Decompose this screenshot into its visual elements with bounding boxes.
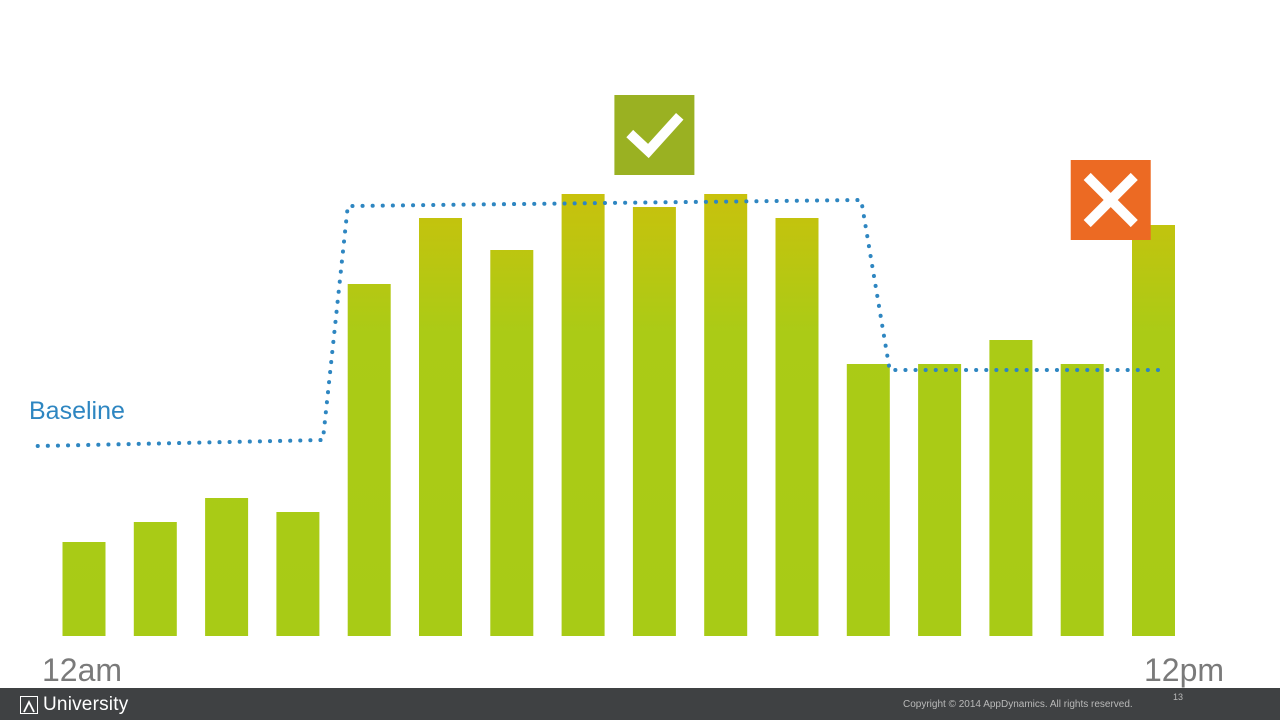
chart-bar <box>419 218 462 636</box>
chart-bar <box>704 194 748 636</box>
chart-bar <box>561 194 605 636</box>
chart-bar <box>1132 225 1175 636</box>
chart-bar <box>846 364 890 636</box>
bar-chart <box>35 95 1175 636</box>
baseline-label: Baseline <box>29 397 125 425</box>
chart-bar <box>133 522 177 636</box>
page-number: 13 <box>1173 692 1184 702</box>
chart-bar <box>632 207 676 636</box>
chart-bar <box>62 542 106 636</box>
chart-bar <box>490 250 534 636</box>
chart-bar <box>1060 364 1104 636</box>
chart-bar <box>205 498 249 636</box>
appdynamics-logo-icon <box>20 696 38 714</box>
footer-bar: University Copyright © 2014 AppDynamics.… <box>0 688 1280 720</box>
brand-name: University <box>43 694 129 715</box>
close-icon <box>1070 160 1151 240</box>
university-logo: University <box>20 694 128 716</box>
baseline-line <box>35 197 1170 448</box>
chart-bar <box>347 284 391 636</box>
copyright-text: Copyright © 2014 AppDynamics. All rights… <box>903 699 1133 710</box>
x-axis-end-label: 12pm <box>1144 652 1225 688</box>
check-icon <box>614 95 695 175</box>
chart-bar <box>276 512 320 636</box>
x-axis-start-label: 12am <box>42 652 123 688</box>
chart-bar <box>775 218 819 636</box>
chart-bar <box>989 340 1033 636</box>
chart-bar <box>918 364 962 636</box>
